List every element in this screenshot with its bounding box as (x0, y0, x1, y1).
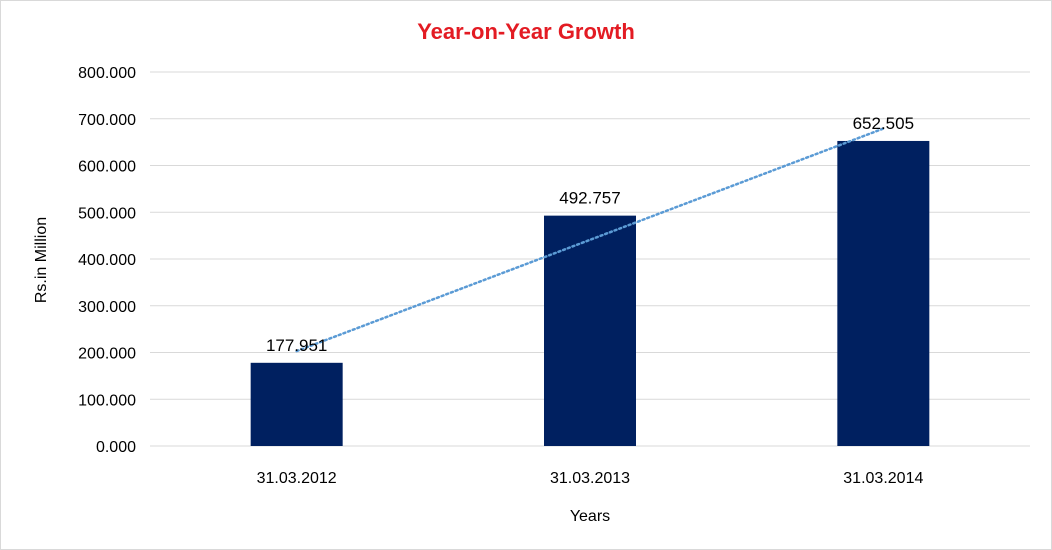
trendline-group (295, 127, 885, 353)
trendline (295, 127, 885, 353)
bar (837, 140, 930, 446)
chart-title: Year-on-Year Growth (417, 19, 635, 44)
data-label: 652.505 (853, 114, 914, 133)
x-axis-label: Years (570, 508, 610, 525)
y-tick-label: 200.000 (78, 346, 136, 363)
y-axis-tick-labels: 0.000 100.000 200.000 300.000 400.000 500.000… (78, 65, 136, 456)
y-tick-label: 600.000 (78, 159, 136, 176)
bars (250, 140, 930, 446)
y-axis-label: Rs.in Million (33, 217, 50, 303)
x-tick-label: 31.03.2013 (550, 470, 630, 487)
y-tick-label: 300.000 (78, 299, 136, 316)
x-tick-label: 31.03.2012 (257, 470, 337, 487)
y-tick-label: 0.000 (96, 439, 136, 456)
data-label: 492.757 (559, 189, 620, 208)
y-tick-label: 500.000 (78, 205, 136, 222)
y-tick-label: 800.000 (78, 65, 136, 82)
y-tick-label: 400.000 (78, 252, 136, 269)
data-label: 177.951 (266, 336, 327, 355)
y-tick-label: 100.000 (78, 392, 136, 409)
bar (544, 215, 636, 446)
y-tick-label: 700.000 (78, 112, 136, 129)
bar (250, 362, 343, 446)
data-labels: 177.951 492.757 652.505 (266, 114, 914, 355)
x-tick-label: 31.03.2014 (843, 470, 923, 487)
x-axis-tick-labels: 31.03.2012 31.03.2013 31.03.2014 (257, 470, 924, 487)
